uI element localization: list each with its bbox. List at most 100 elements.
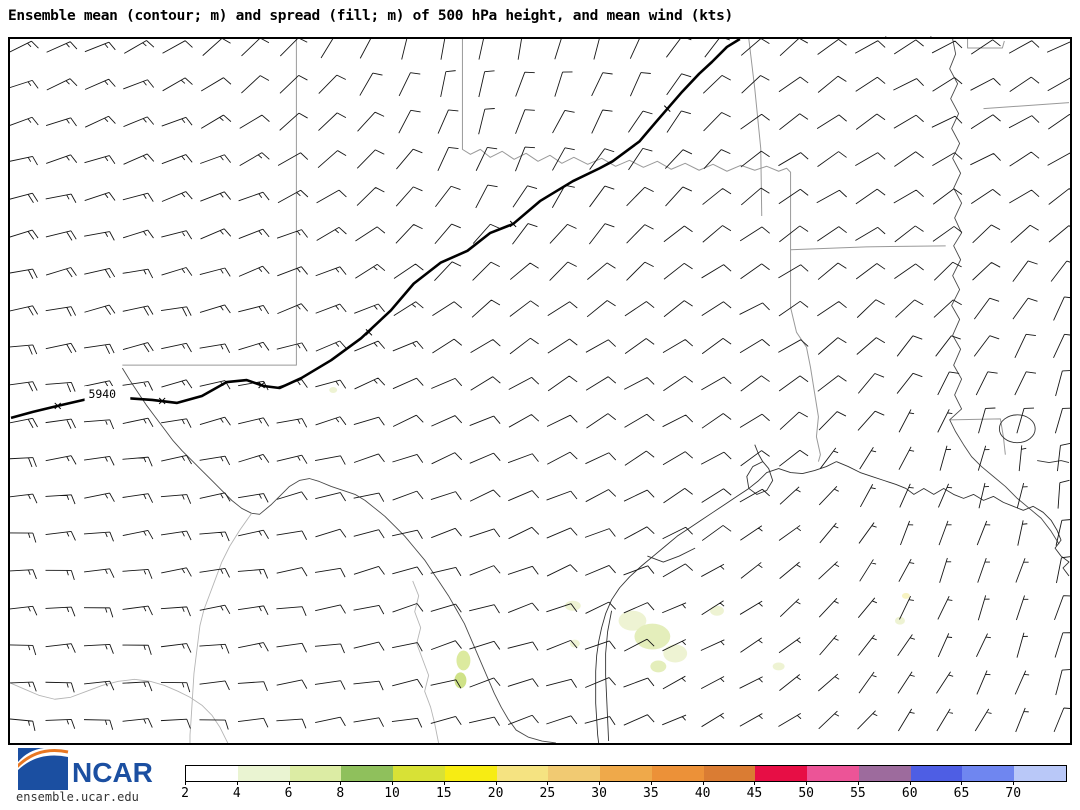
- state-border: [983, 102, 1070, 110]
- logo-orange-swoosh: [18, 749, 69, 769]
- colorbar-tick: [392, 781, 394, 785]
- colorbar-tick-label: 2: [181, 786, 189, 801]
- site-url: ensemble.ucar.edu: [16, 790, 139, 804]
- state-border: [790, 215, 821, 462]
- logo-blue-shape: [18, 755, 68, 790]
- spread-fill-blob: [454, 672, 467, 689]
- colorbar-tick: [754, 781, 756, 785]
- colorbar-tick-label: 6: [284, 786, 293, 801]
- spread-fill-blob: [894, 616, 905, 625]
- colorbar-tick-label: 8: [336, 786, 345, 801]
- forecast-map: 5940: [8, 37, 1072, 745]
- colorbar-tick: [340, 781, 342, 785]
- logo-corner-shape: [18, 748, 44, 762]
- river-coastline: [836, 461, 1070, 577]
- ncar-logo: NCAR: [18, 748, 153, 790]
- lake-pontchartrain: [998, 414, 1036, 444]
- state-border: [967, 39, 1005, 49]
- mexico-border: [10, 678, 229, 743]
- colorbar-tick-label: 10: [384, 786, 400, 801]
- colorbar-segment: [910, 766, 963, 781]
- spread-fill-blob: [901, 592, 910, 599]
- colorbar-tick: [443, 781, 445, 785]
- river-coastline: [121, 367, 556, 743]
- river-coastline: [647, 547, 696, 563]
- colorbar-segment: [496, 766, 549, 781]
- colorbar-segment: [858, 766, 911, 781]
- colorbar-segment: [1014, 766, 1067, 781]
- colorbar-tick-label: 55: [850, 786, 866, 801]
- colorbar-segment: [962, 766, 1015, 781]
- state-border: [790, 245, 946, 251]
- wind-barbs: [10, 39, 1070, 733]
- footer: NCAR ensemble.ucar.edu 2 4 6 8 10 15 20 25 30 35 4…: [0, 745, 1080, 810]
- colorbar-tick: [185, 781, 186, 785]
- colorbar-segment: [393, 766, 445, 781]
- river-coastline: [1037, 460, 1070, 464]
- contour-label: 5940: [89, 387, 117, 401]
- spread-fill-blob: [634, 623, 671, 650]
- colorbar-tick: [236, 781, 238, 785]
- colorbar-tick: [650, 781, 652, 785]
- colorbar-tick: [495, 781, 497, 785]
- colorbar-tick: [806, 781, 808, 785]
- colorbar-segment: [755, 766, 808, 781]
- colorbar-tick: [599, 781, 601, 785]
- colorbar-segment: [651, 766, 704, 781]
- colorbar-tick-label: 15: [435, 786, 452, 801]
- colorbar-tick: [961, 781, 963, 785]
- colorbar-tick-label: 20: [487, 786, 504, 801]
- spread-fill-blob: [456, 650, 471, 671]
- colorbar-segment: [703, 766, 756, 781]
- spread-fill-blob: [710, 605, 724, 616]
- colorbar-tick: [1013, 781, 1015, 785]
- colorbar-tick-label: 30: [591, 786, 607, 801]
- river-coastline: [746, 461, 774, 495]
- spread-fill-blob: [663, 644, 688, 663]
- state-border: [949, 418, 1006, 455]
- colorbar-tick-label: 45: [746, 786, 763, 801]
- state-border: [748, 39, 763, 217]
- colorbar-segment: [186, 766, 238, 781]
- colorbar-segment: [444, 766, 497, 781]
- mexico-border: [189, 513, 253, 743]
- colorbar-tick-label: 25: [539, 786, 556, 801]
- height-contour-5940: [10, 39, 741, 420]
- contour-tick-marks: [54, 105, 671, 410]
- river-coastline: [754, 444, 764, 462]
- colorbar-tick-label: 35: [643, 786, 659, 801]
- colorbar-segment: [289, 766, 342, 781]
- colorbar-tick: [288, 781, 290, 785]
- colorbar-tick: [702, 781, 704, 785]
- colorbar-tick-label: 60: [901, 786, 918, 801]
- colorbar-segment: [548, 766, 601, 781]
- state-border: [122, 39, 297, 366]
- river-coastline: [949, 39, 1060, 545]
- colorbar-segment: [600, 766, 652, 781]
- colorbar-tick-label: 4: [232, 786, 241, 801]
- contour-label-bg: [84, 386, 131, 401]
- river-coastline: [605, 610, 613, 742]
- colorbar-tick: [857, 781, 859, 785]
- colorbar-tick-label: 40: [694, 786, 711, 801]
- colorbar-tick-label: 65: [953, 786, 970, 801]
- spread-fill-blob: [772, 662, 785, 671]
- mexico-border: [412, 580, 440, 743]
- colorbar-tick-label: 70: [1005, 786, 1022, 801]
- colorbar-segment: [341, 766, 394, 781]
- river-coastline: [595, 461, 837, 743]
- map-canvas: 5940: [10, 39, 1070, 743]
- spread-colorbar: [185, 765, 1067, 782]
- colorbar-tick: [909, 781, 911, 785]
- colorbar-segment: [807, 766, 859, 781]
- colorbar-ticks: 2 4 6 8 10 15 20 25 30 35 40 45 50 55 60 65 70: [181, 781, 1065, 803]
- colorbar-tick: [547, 781, 549, 785]
- spread-fill-blob: [329, 387, 338, 393]
- page-title: Ensemble mean (contour; m) and spread (f…: [8, 8, 733, 24]
- logo-text: NCAR: [72, 757, 153, 788]
- spread-fill-blob: [569, 639, 580, 648]
- spread-fill-blob: [618, 610, 647, 631]
- spread-fill-blob: [650, 660, 667, 673]
- colorbar-tick-label: 50: [798, 786, 814, 801]
- state-border: [461, 39, 792, 216]
